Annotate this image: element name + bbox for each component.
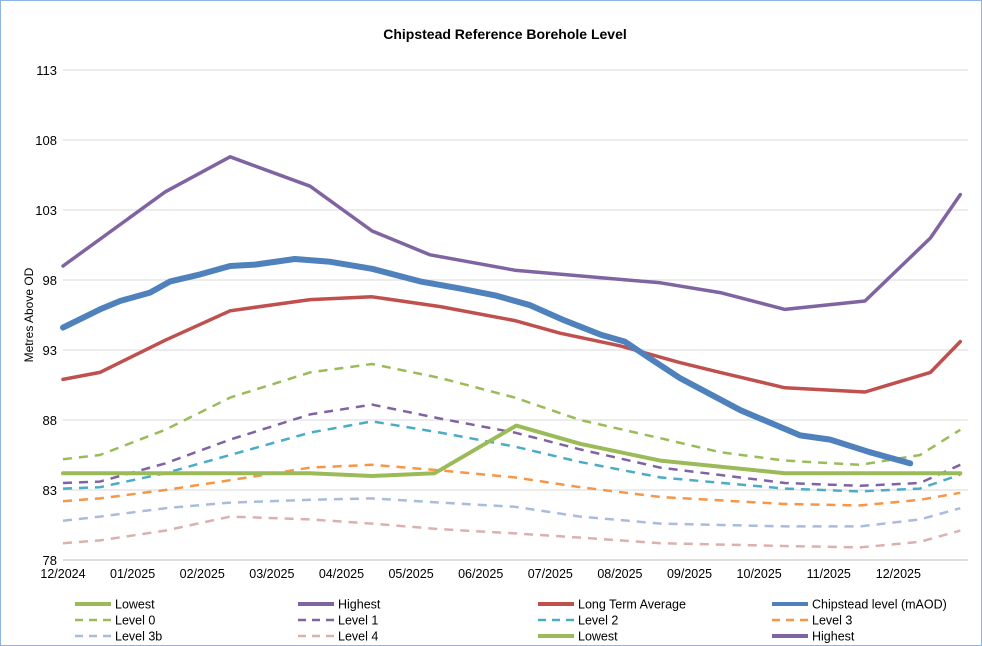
x-tick-label: 10/2025 bbox=[737, 567, 782, 581]
x-tick-label: 08/2025 bbox=[597, 567, 642, 581]
y-tick-label: 88 bbox=[43, 413, 57, 428]
y-tick-label: 113 bbox=[36, 63, 57, 78]
legend-label: Level 1 bbox=[338, 614, 378, 628]
legend-item: Level 1 bbox=[298, 614, 378, 628]
legend-item: Level 4 bbox=[298, 630, 378, 644]
series-line-level-0 bbox=[62, 362, 961, 467]
legend-label: Chipstead level (mAOD) bbox=[812, 598, 947, 612]
y-tick-label: 93 bbox=[43, 343, 57, 358]
legend-item: Level 0 bbox=[75, 614, 155, 628]
y-tick-label: 83 bbox=[43, 483, 57, 498]
x-tick-label: 09/2025 bbox=[667, 567, 712, 581]
series-line-chipstead-level-maod- bbox=[60, 256, 914, 467]
series-line-long-term-average bbox=[61, 295, 963, 394]
legend-label: Highest bbox=[812, 630, 855, 644]
legend-label: Level 2 bbox=[578, 614, 618, 628]
x-tick-label: 12/2024 bbox=[40, 567, 85, 581]
series-line-lowest bbox=[61, 423, 963, 478]
legend-item: Level 2 bbox=[538, 614, 618, 628]
legend-item: Lowest bbox=[75, 598, 155, 612]
series-line-highest bbox=[61, 155, 963, 312]
legend-label: Level 0 bbox=[115, 614, 155, 628]
x-tick-label: 11/2025 bbox=[807, 567, 851, 581]
series-line-level-2 bbox=[62, 420, 961, 493]
y-tick-label: 98 bbox=[43, 273, 57, 288]
legend-item: Long Term Average bbox=[538, 598, 686, 612]
legend-label: Highest bbox=[338, 598, 381, 612]
x-tick-label: 07/2025 bbox=[528, 567, 573, 581]
x-tick-label: 06/2025 bbox=[458, 567, 503, 581]
x-tick-label: 03/2025 bbox=[249, 567, 294, 581]
legend-label: Lowest bbox=[578, 630, 618, 644]
legend-label: Level 3b bbox=[115, 630, 162, 644]
y-tick-label: 78 bbox=[43, 553, 57, 568]
legend-item: Chipstead level (mAOD) bbox=[772, 598, 947, 612]
legend-label: Long Term Average bbox=[578, 598, 686, 612]
x-tick-label: 01/2025 bbox=[110, 567, 155, 581]
legend-item: Highest bbox=[772, 630, 855, 644]
y-axis-label: Metres Above OD bbox=[22, 267, 36, 362]
series-line-level-3 bbox=[62, 463, 961, 507]
series-line-level-1 bbox=[62, 403, 961, 488]
legend-label: Level 4 bbox=[338, 630, 378, 644]
legend-label: Lowest bbox=[115, 598, 155, 612]
x-tick-label: 04/2025 bbox=[319, 567, 364, 581]
chart-title: Chipstead Reference Borehole Level bbox=[383, 26, 627, 42]
legend-item: Lowest bbox=[538, 630, 618, 644]
legend-item: Level 3 bbox=[772, 614, 852, 628]
x-tick-label: 12/2025 bbox=[876, 567, 921, 581]
legend-item: Level 3b bbox=[75, 630, 162, 644]
y-tick-label: 108 bbox=[35, 133, 57, 148]
series-line-level-4 bbox=[62, 515, 961, 549]
legend-item: Highest bbox=[298, 598, 381, 612]
legend-label: Level 3 bbox=[812, 614, 852, 628]
x-tick-label: 05/2025 bbox=[388, 567, 433, 581]
series-line-level-3b bbox=[62, 497, 961, 528]
y-tick-label: 103 bbox=[35, 203, 57, 218]
x-tick-label: 02/2025 bbox=[180, 567, 225, 581]
